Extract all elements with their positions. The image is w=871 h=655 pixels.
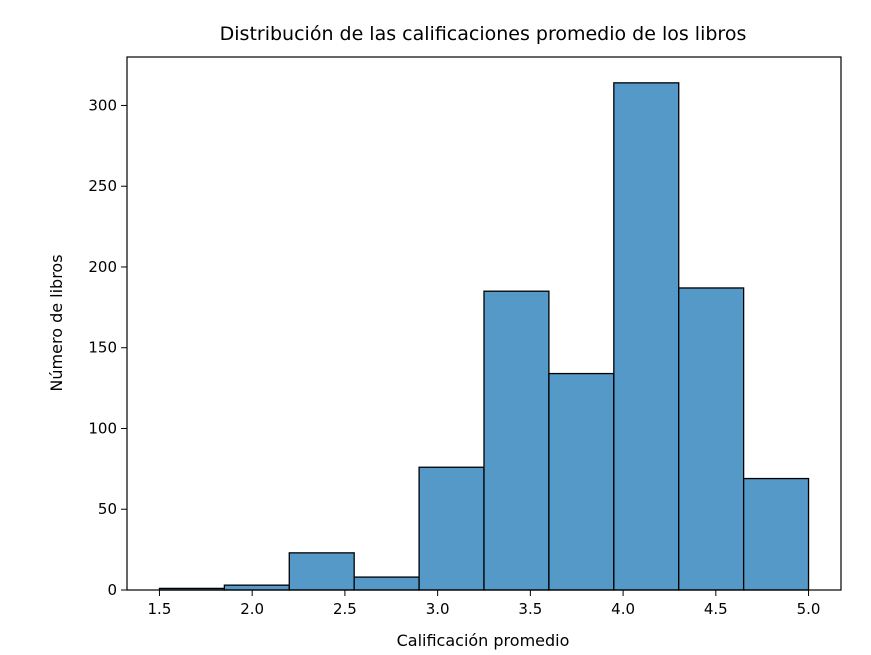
y-tick-label-1: 50 [98,500,117,518]
histogram-bar-5 [483,290,550,591]
histogram-bar-2 [288,552,355,591]
bars-group [158,82,810,591]
axes-group [126,56,842,591]
y-axis-label: Número de libros [47,254,66,391]
x-tick-label-5: 4.0 [611,600,635,618]
x-tick-label-1: 2.0 [240,600,264,618]
histogram-bar-1 [223,584,290,591]
histogram-bar-6 [548,372,615,591]
histogram-bar-4 [418,466,485,591]
x-tick-label-2: 2.5 [333,600,357,618]
x-tick-label-6: 4.5 [704,600,728,618]
x-tick-label-3: 3.0 [426,600,450,618]
x-tick-label-0: 1.5 [148,600,172,618]
chart-title: Distribución de las calificaciones prome… [220,23,747,45]
histogram-bar-3 [353,576,420,591]
y-axis-ticks: 0 50 100 150 200 250 300 [88,96,127,599]
histogram-bar-8 [678,287,745,591]
y-tick-label-5: 250 [88,177,117,195]
y-tick-label-0: 0 [107,581,117,599]
y-tick-label-2: 100 [88,419,117,437]
histogram-bar-7 [613,82,680,591]
y-tick-label-4: 200 [88,258,117,276]
x-tick-label-7: 5.0 [797,600,821,618]
y-tick-label-6: 300 [88,96,117,114]
y-tick-label-3: 150 [88,339,117,357]
plot-frame [126,56,842,591]
x-axis-ticks: 1.5 2.0 2.5 3.0 3.5 4.0 4.5 5.0 [148,590,821,618]
histogram-bar-9 [742,477,810,591]
x-tick-label-4: 3.5 [518,600,542,618]
x-axis-label: Calificación promedio [397,631,570,650]
